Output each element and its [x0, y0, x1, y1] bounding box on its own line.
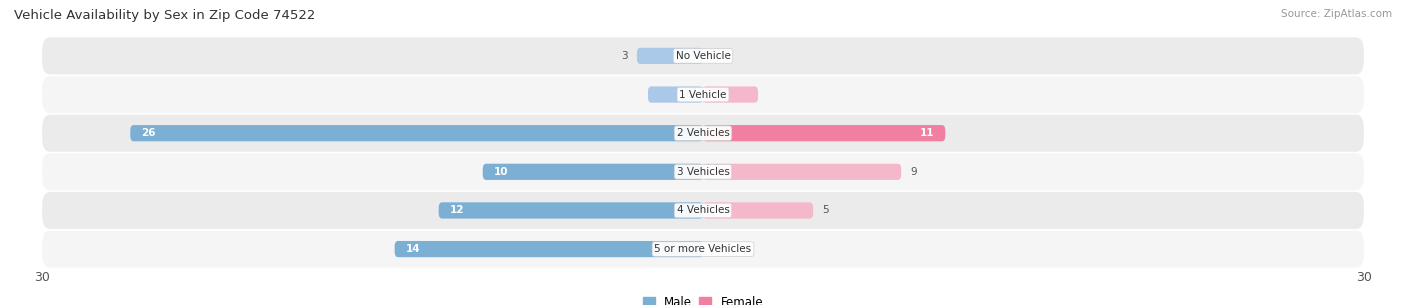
Text: Vehicle Availability by Sex in Zip Code 74522: Vehicle Availability by Sex in Zip Code … [14, 9, 315, 22]
Text: 9: 9 [910, 167, 917, 177]
FancyBboxPatch shape [439, 202, 703, 219]
FancyBboxPatch shape [42, 38, 1364, 74]
FancyBboxPatch shape [637, 48, 703, 64]
FancyBboxPatch shape [395, 241, 703, 257]
Text: 14: 14 [405, 244, 420, 254]
FancyBboxPatch shape [703, 86, 758, 103]
Text: 11: 11 [920, 128, 934, 138]
FancyBboxPatch shape [703, 164, 901, 180]
FancyBboxPatch shape [42, 231, 1364, 267]
Text: 5: 5 [823, 206, 828, 215]
FancyBboxPatch shape [42, 115, 1364, 152]
FancyBboxPatch shape [703, 125, 945, 141]
Text: 2 Vehicles: 2 Vehicles [676, 128, 730, 138]
Text: 5 or more Vehicles: 5 or more Vehicles [654, 244, 752, 254]
Text: 3: 3 [621, 51, 628, 61]
FancyBboxPatch shape [42, 192, 1364, 229]
Text: No Vehicle: No Vehicle [675, 51, 731, 61]
FancyBboxPatch shape [648, 86, 703, 103]
Text: 0: 0 [714, 51, 720, 61]
FancyBboxPatch shape [703, 202, 813, 219]
Text: 3 Vehicles: 3 Vehicles [676, 167, 730, 177]
Legend: Male, Female: Male, Female [638, 291, 768, 305]
Text: 0: 0 [714, 90, 720, 99]
Text: 1 Vehicle: 1 Vehicle [679, 90, 727, 99]
Text: 26: 26 [141, 128, 156, 138]
FancyBboxPatch shape [42, 76, 1364, 113]
Text: 0: 0 [686, 90, 692, 99]
Text: 10: 10 [494, 167, 508, 177]
Text: Source: ZipAtlas.com: Source: ZipAtlas.com [1281, 9, 1392, 19]
Text: 12: 12 [450, 206, 464, 215]
Text: 0: 0 [714, 244, 720, 254]
Text: 4 Vehicles: 4 Vehicles [676, 206, 730, 215]
FancyBboxPatch shape [42, 153, 1364, 190]
FancyBboxPatch shape [482, 164, 703, 180]
FancyBboxPatch shape [131, 125, 703, 141]
